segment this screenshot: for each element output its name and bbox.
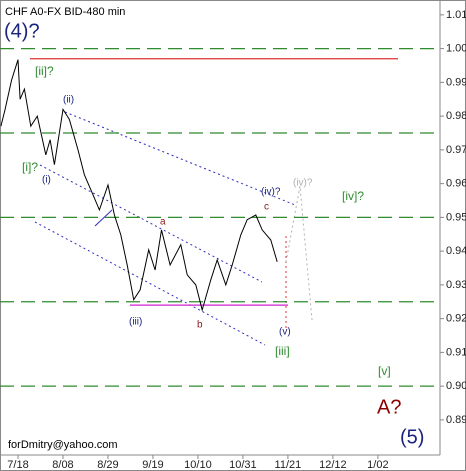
x-tick-label: 10/31	[229, 459, 257, 471]
y-tick-label: 1.00	[446, 43, 466, 55]
annotation: a	[160, 217, 166, 228]
x-tick-label: 9/19	[142, 459, 163, 471]
annotation: A?	[377, 396, 401, 418]
annotation: (4)?	[4, 20, 40, 42]
channel-upper	[64, 111, 296, 206]
y-tick-label: 0.990	[446, 76, 466, 88]
x-tick-label: 7/18	[7, 459, 28, 471]
y-tick-label: 0.970	[446, 144, 466, 156]
chart-title: CHF A0-FX BID-480 min	[5, 6, 125, 18]
projection-gray	[285, 185, 313, 321]
x-tick-label: 1/02	[367, 459, 388, 471]
trend-segment	[94, 209, 113, 227]
annotation: forDmitry@yahoo.com	[8, 439, 118, 451]
annotation: (iv)?	[293, 178, 313, 189]
y-tick-label: 0.890	[446, 414, 466, 426]
y-tick-label: 0.950	[446, 211, 466, 223]
channel-lines	[34, 111, 296, 346]
y-tick-label: 0.930	[446, 279, 466, 291]
annotation: (i)	[42, 175, 51, 186]
channel-middle	[39, 164, 263, 283]
y-tick-label: 0.980	[446, 110, 466, 122]
annotation: b	[197, 320, 203, 331]
annotation: [i]?	[22, 160, 38, 174]
annotation: [iv]?	[342, 189, 364, 203]
price-line	[0, 59, 278, 312]
annotation: (iii)	[129, 317, 142, 328]
annotation: (5)	[400, 426, 424, 448]
x-tick-label: 10/10	[184, 459, 212, 471]
x-tick-label: 12/12	[319, 459, 347, 471]
annotation: (ii)	[63, 95, 74, 106]
x-tick-label: 8/29	[97, 459, 118, 471]
x-tick-label: 11/21	[275, 459, 302, 471]
y-tick-label: 0.900	[446, 380, 466, 392]
x-tick-label: 8/08	[52, 459, 73, 471]
y-tick-label: 0.920	[446, 313, 466, 325]
annotation: (iv)?	[261, 187, 281, 198]
annotation: [iii]	[275, 344, 290, 358]
annotation: [v]	[378, 364, 391, 378]
annotation: (v)	[279, 327, 291, 338]
annotation: [ii]?	[35, 64, 54, 78]
channel-lower	[34, 221, 266, 346]
y-tick-label: 0.960	[446, 178, 466, 190]
annotation: c	[264, 202, 269, 213]
y-tick-label: 0.910	[446, 346, 466, 358]
y-tick-label: 1.01	[446, 9, 466, 21]
y-tick-label: 0.940	[446, 245, 466, 257]
